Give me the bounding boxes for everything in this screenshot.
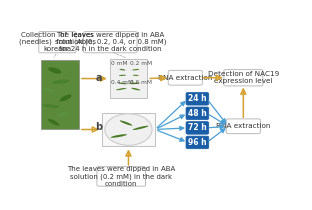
Ellipse shape — [118, 83, 127, 84]
Text: 48 h: 48 h — [188, 109, 207, 118]
Text: The leaves were dipped in ABA
solution (0, 0.2, 0.4, or 0.8 mM)
for 24 h in the : The leaves were dipped in ABA solution (… — [55, 32, 166, 52]
Text: 0.6 mM: 0.6 mM — [130, 80, 152, 85]
Text: Collection  of  leaves
(needles)  from  Abies
koreana: Collection of leaves (needles) from Abie… — [19, 32, 96, 52]
Ellipse shape — [48, 67, 61, 74]
Text: Detection of NAC19
expression level: Detection of NAC19 expression level — [208, 71, 279, 84]
FancyBboxPatch shape — [110, 59, 147, 98]
Ellipse shape — [129, 83, 140, 84]
Ellipse shape — [116, 88, 126, 90]
FancyBboxPatch shape — [84, 32, 137, 53]
Text: 72 h: 72 h — [188, 123, 207, 132]
Ellipse shape — [120, 121, 132, 126]
FancyBboxPatch shape — [97, 167, 145, 186]
FancyBboxPatch shape — [186, 122, 209, 134]
Ellipse shape — [119, 69, 125, 71]
Ellipse shape — [60, 94, 71, 101]
Text: 0 mM: 0 mM — [111, 61, 127, 66]
Text: The leaves were dipped in ABA
solution (0.2 mM) in the dark
condition: The leaves were dipped in ABA solution (… — [67, 166, 175, 187]
Ellipse shape — [52, 80, 69, 84]
Ellipse shape — [58, 112, 69, 117]
Ellipse shape — [43, 104, 59, 108]
FancyBboxPatch shape — [224, 70, 263, 86]
FancyBboxPatch shape — [102, 113, 155, 147]
Ellipse shape — [111, 134, 127, 138]
FancyBboxPatch shape — [186, 136, 209, 149]
Text: 0.2 mM: 0.2 mM — [130, 61, 152, 66]
FancyBboxPatch shape — [39, 32, 76, 53]
FancyBboxPatch shape — [226, 119, 261, 134]
Ellipse shape — [131, 88, 140, 90]
Circle shape — [105, 114, 152, 145]
Ellipse shape — [133, 126, 149, 130]
Ellipse shape — [43, 88, 54, 92]
FancyBboxPatch shape — [168, 70, 202, 85]
FancyBboxPatch shape — [186, 92, 209, 105]
Ellipse shape — [133, 75, 139, 76]
Text: 24 h: 24 h — [188, 94, 207, 103]
FancyBboxPatch shape — [41, 60, 79, 129]
Text: b: b — [95, 122, 102, 132]
Text: RNA extraction: RNA extraction — [158, 75, 212, 81]
Text: 0.4 mM: 0.4 mM — [111, 80, 133, 85]
Ellipse shape — [119, 75, 126, 76]
Ellipse shape — [48, 119, 59, 126]
FancyBboxPatch shape — [186, 107, 209, 120]
Ellipse shape — [132, 69, 139, 70]
Text: RNA extraction: RNA extraction — [216, 123, 271, 129]
Text: a: a — [95, 73, 102, 83]
Text: 96 h: 96 h — [188, 138, 207, 147]
